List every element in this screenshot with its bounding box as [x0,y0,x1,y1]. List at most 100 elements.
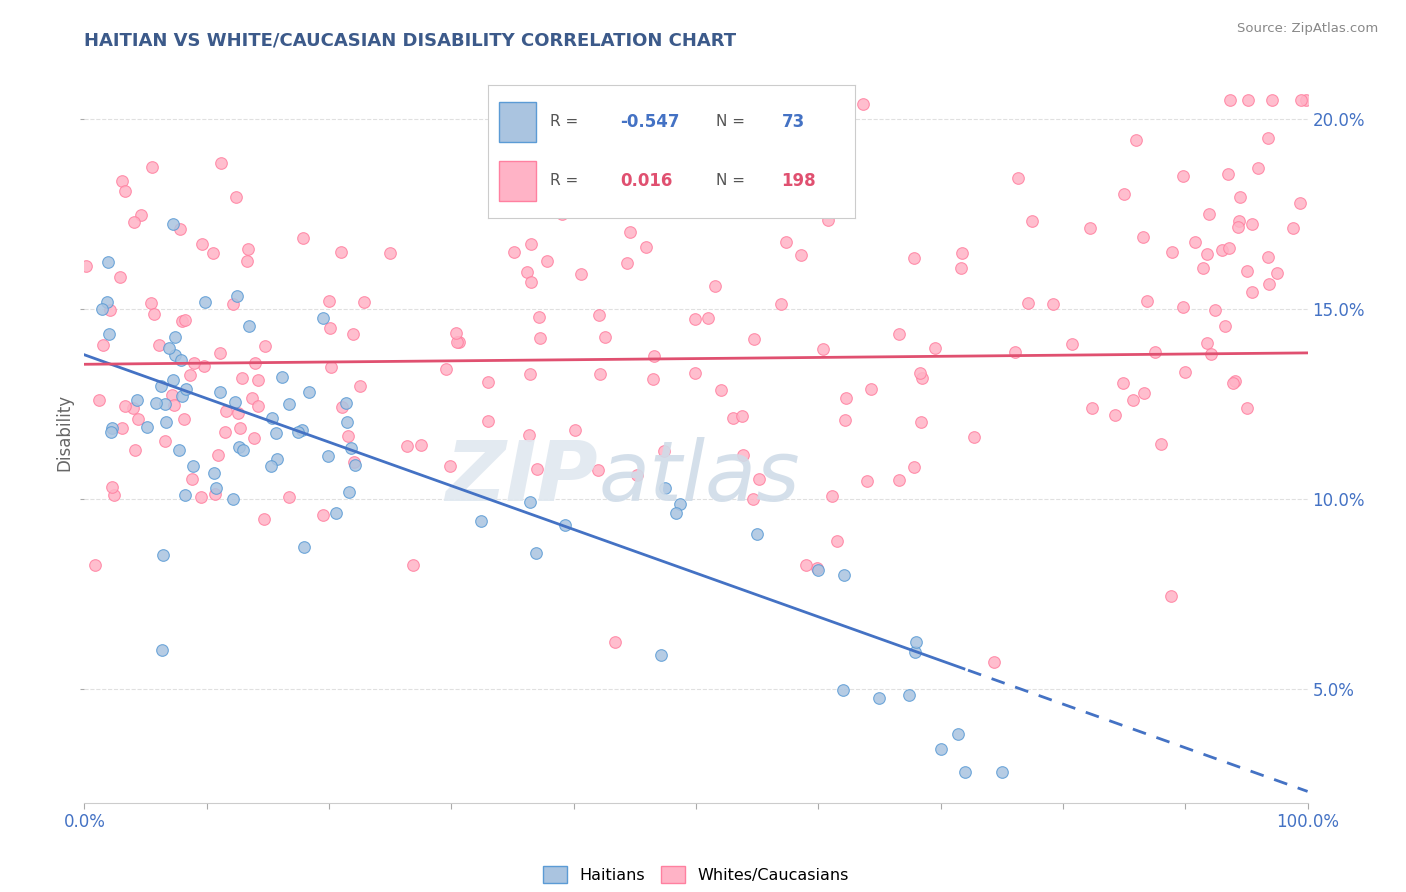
Point [87,393,110,408]
Point [519,367,541,381]
Point [312,310,335,325]
Point [316,450,339,464]
Point [287,425,309,439]
Text: atlas: atlas [598,436,800,517]
Point [731,409,754,424]
Point [336,429,359,443]
Point [536,253,558,268]
Point [98,326,121,341]
Point [170,352,193,367]
Point [121,401,143,416]
Point [131,208,153,222]
Point [790,248,813,262]
Point [1236,401,1258,415]
Point [832,568,855,582]
Point [174,313,197,327]
Point [160,388,183,402]
Point [149,379,172,393]
Point [98,303,121,318]
Point [806,561,828,575]
Y-axis label: Disability: Disability [55,394,73,471]
Point [835,391,858,405]
Point [1192,260,1215,275]
Point [721,411,744,425]
Point [215,403,238,417]
Point [1257,250,1279,264]
Point [1007,171,1029,186]
Point [127,393,149,408]
Point [108,270,131,285]
Point [231,371,253,385]
Point [238,318,260,333]
Point [887,473,910,487]
Point [208,384,231,399]
Point [75,259,97,273]
Point [270,369,292,384]
Point [1222,376,1244,390]
Point [194,294,217,309]
Point [855,474,877,488]
Point [214,425,236,439]
Point [325,506,347,520]
Point [636,240,658,254]
Point [852,97,875,112]
Point [748,472,770,486]
Point [339,442,361,456]
Point [205,482,228,496]
Point [1042,297,1064,311]
Point [396,439,419,453]
Point [741,491,763,506]
Point [991,764,1014,779]
Point [929,741,952,756]
Point [225,289,247,303]
Point [1282,221,1305,235]
Point [807,563,830,577]
Point [226,406,249,420]
Point [290,423,312,437]
Point [153,434,176,449]
Point [260,458,283,473]
Point [825,533,848,548]
Point [222,297,245,311]
Point [924,341,946,355]
Point [145,395,167,409]
Point [209,156,232,170]
Point [229,420,252,434]
Point [526,461,548,475]
Point [264,426,287,441]
Point [1144,345,1167,359]
Point [246,373,269,387]
Point [1213,318,1236,333]
Point [747,526,769,541]
Point [1247,161,1270,175]
Point [246,399,269,413]
Point [1184,235,1206,249]
Point [1104,409,1126,423]
Point [1199,347,1222,361]
Point [817,212,839,227]
Point [1227,219,1250,234]
Point [101,480,124,494]
Point [336,415,359,429]
Point [447,334,470,349]
Point [1021,213,1043,227]
Point [1219,94,1241,108]
Point [114,399,136,413]
Point [650,648,672,662]
Point [181,459,204,474]
Point [148,338,170,352]
Point [1265,266,1288,280]
Point [243,431,266,445]
Point [652,443,675,458]
Point [162,217,184,231]
Point [588,368,610,382]
Point [312,508,335,523]
Point [343,458,366,473]
Point [502,244,524,259]
Text: Source: ZipAtlas.com: Source: ZipAtlas.com [1237,22,1378,36]
Point [704,278,727,293]
Point [1017,295,1039,310]
Point [96,295,118,310]
Point [278,490,301,504]
Point [114,184,136,198]
